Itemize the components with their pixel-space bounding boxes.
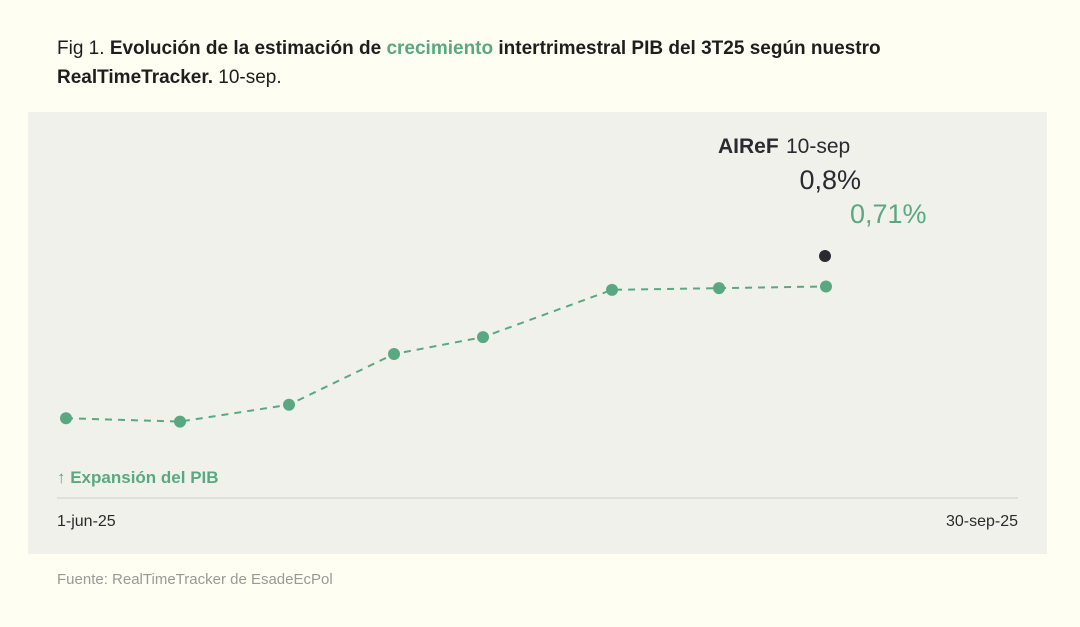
title-text-3: RealTimeTracker. xyxy=(57,67,213,88)
chart-panel: AIReF 10-sep 0,8% 0,71% ↑ Expansión del … xyxy=(28,112,1047,554)
series-layer xyxy=(60,280,832,428)
source-note: Fuente: RealTimeTracker de EsadeEcPol xyxy=(57,571,333,588)
figure-title: Fig 1. Evolución de la estimación de cre… xyxy=(57,34,1027,92)
data-point xyxy=(606,283,618,296)
reference-value-label: 0,8% xyxy=(799,165,861,195)
current-value-label: 0,71% xyxy=(850,199,927,229)
title-date: 10-sep. xyxy=(218,67,282,88)
reference-date-label: 10-sep xyxy=(786,135,850,158)
figure-number: Fig 1. xyxy=(57,38,105,59)
data-point xyxy=(174,415,186,428)
line-chart: AIReF 10-sep 0,8% 0,71% ↑ Expansión del … xyxy=(57,135,1018,530)
axis-annotation: ↑ Expansión del PIB xyxy=(57,468,219,487)
data-point xyxy=(60,412,72,425)
reference-group: AIReF 10-sep 0,8% xyxy=(718,135,861,263)
reference-name-label: AIReF xyxy=(718,135,779,158)
data-point xyxy=(820,280,832,293)
x-tick-label-start: 1-jun-25 xyxy=(57,513,116,530)
title-text-2: intertrimestral PIB del 3T25 según nuest… xyxy=(498,38,881,59)
reference-point xyxy=(819,250,831,263)
data-point xyxy=(283,398,295,411)
data-point xyxy=(713,282,725,295)
data-point xyxy=(388,348,400,361)
title-highlight: crecimiento xyxy=(386,38,494,59)
series-line xyxy=(65,285,827,423)
x-tick-label-end: 30-sep-25 xyxy=(946,513,1018,530)
data-point xyxy=(477,331,489,344)
title-text-1: Evolución de la estimación de xyxy=(109,38,382,59)
